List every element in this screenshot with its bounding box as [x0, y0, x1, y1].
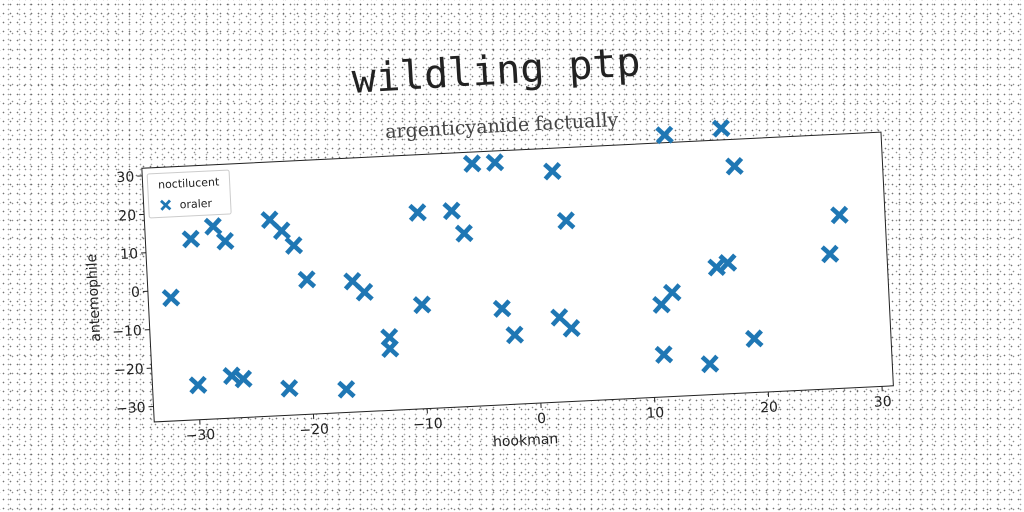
data-point [707, 258, 726, 277]
data-point [234, 369, 253, 389]
data-point [543, 162, 562, 181]
data-point [215, 231, 235, 251]
legend-marker-oraler [160, 199, 172, 211]
data-point [725, 156, 744, 176]
y-tick-label: −30 [116, 400, 146, 417]
legend-label-oraler: oraler [179, 197, 212, 212]
data-point [662, 283, 682, 302]
y-tick-label: 30 [116, 169, 135, 186]
data-point [485, 153, 505, 172]
data-point [161, 288, 181, 308]
data-point [462, 154, 482, 173]
data-point [700, 354, 720, 374]
x-tick-label: 10 [646, 405, 665, 422]
data-point [222, 366, 242, 386]
data-point [505, 325, 525, 345]
data-point [654, 345, 674, 364]
y-tick-label: −10 [112, 323, 142, 340]
plot-area: −30 −20 −10 0 10 20 30 −30 −20 −10 0 10 20 30 hookma… [84, 119, 894, 450]
data-point [556, 211, 576, 230]
x-tick-label: −20 [299, 421, 329, 438]
data-point [655, 125, 674, 145]
y-tick-label: 20 [118, 208, 137, 225]
x-tick-label: −10 [413, 416, 443, 433]
legend-marker-shape [160, 199, 172, 211]
x-tick-label: 0 [537, 411, 547, 427]
data-point [820, 244, 840, 264]
chart-title: wildling ptp [351, 39, 642, 103]
y-tick-label: −20 [114, 362, 144, 379]
data-point [272, 221, 291, 241]
data-point [203, 217, 223, 236]
data-point [181, 229, 201, 249]
data-point [188, 375, 208, 395]
data-point [337, 380, 356, 399]
data-point [284, 236, 304, 255]
y-axis: −30 −20 −10 0 10 20 30 [112, 169, 154, 417]
data-point [412, 295, 432, 315]
data-point [711, 119, 731, 138]
legend: noctilucent oraler [146, 169, 232, 219]
data-point [380, 339, 400, 359]
data-point [280, 379, 299, 398]
data-point [562, 319, 581, 338]
data-point [297, 270, 317, 289]
data-point [442, 201, 461, 221]
x-axis-label: hookman [493, 431, 559, 450]
y-tick-label: 0 [131, 285, 141, 301]
plot-frame [141, 131, 894, 423]
data-point [355, 282, 374, 302]
x-tick-label: −30 [185, 427, 215, 444]
x-axis: −30 −20 −10 0 10 20 30 [185, 386, 892, 444]
y-axis-label: antemophile [84, 253, 104, 342]
data-point [454, 224, 474, 243]
x-tick-label: 30 [873, 394, 892, 411]
legend-title: noctilucent [158, 175, 220, 191]
y-tick-label: 10 [120, 246, 139, 263]
data-point [830, 205, 849, 225]
data-points [161, 119, 849, 399]
chart-subtitle: argenticyanide factually [385, 109, 619, 143]
data-point [745, 329, 764, 348]
x-tick-label: 20 [760, 399, 779, 416]
data-point [408, 203, 427, 222]
data-point [492, 299, 512, 318]
data-point [718, 253, 738, 273]
